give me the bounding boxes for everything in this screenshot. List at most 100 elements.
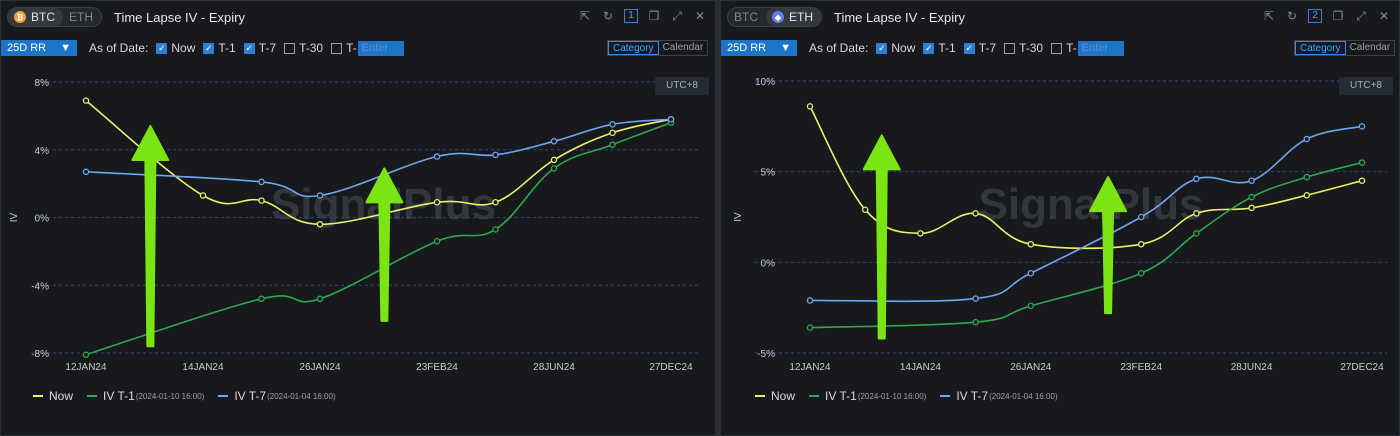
data-point-now [1358, 177, 1366, 184]
legend-item-now[interactable]: Now [755, 389, 795, 403]
unchecked-box-icon [331, 42, 343, 54]
close-icon[interactable]: ✕ [694, 9, 706, 23]
checkbox-t1[interactable]: ✓ T-1 [203, 41, 236, 55]
checkbox-t7[interactable]: ✓ T-7 [963, 41, 996, 55]
legend-item-t1[interactable]: IV T-1 (2024-01-10 16:00) [809, 389, 926, 403]
data-point-t1 [972, 318, 979, 326]
data-point-now [609, 129, 616, 137]
y-tick-label: -8% [31, 349, 49, 360]
coin-option-label: BTC [734, 10, 758, 24]
check-icon: ✓ [203, 42, 215, 54]
coin-switch[interactable]: ₿ BTC ETH [7, 7, 102, 27]
timezone-badge[interactable]: UTC+8 [655, 77, 709, 95]
share-icon[interactable]: ⇱ [1263, 9, 1275, 23]
coin-option-label: ETH [789, 10, 813, 24]
view-toggle-category[interactable]: Category [608, 41, 659, 55]
y-tick-label: -4% [31, 281, 49, 292]
panel-title: Time Lapse IV - Expiry [834, 9, 966, 25]
legend-swatch [809, 395, 820, 397]
checkbox-label: T-1 [218, 41, 236, 55]
metric-select[interactable]: 25D RR ▼ [1, 40, 77, 56]
data-point-t7 [550, 138, 558, 145]
copy-icon[interactable]: ❐ [1332, 9, 1344, 23]
data-point-t7 [316, 192, 324, 199]
data-point-t1 [316, 295, 324, 303]
checkbox-now[interactable]: ✓ Now [156, 41, 195, 55]
legend-item-t7[interactable]: IV T-7 (2024-01-04 16:00) [940, 389, 1058, 403]
data-point-t1 [550, 165, 558, 172]
data-point-t7 [82, 168, 90, 176]
filter-bar: 25D RR ▼ As of Date: ✓ Now ✓ T-1 ✓ T-7 T-30 … [1, 37, 715, 59]
refresh-icon[interactable]: ↻ [1286, 9, 1298, 23]
metric-select[interactable]: 25D RR ▼ [721, 40, 797, 56]
legend-item-t1[interactable]: IV T-1 (2024-01-10 16:00) [87, 389, 204, 403]
timezone-badge[interactable]: UTC+8 [1339, 77, 1393, 95]
expand-icon[interactable]: ⤢ [1356, 9, 1366, 23]
coin-option-btc[interactable]: BTC [728, 8, 766, 26]
legend-item-t7[interactable]: IV T-7 (2024-01-04 16:00) [218, 389, 336, 403]
panel-header: ₿ BTC ETH Time Lapse IV - Expiry [1, 1, 715, 33]
legend-date: (2024-01-04 16:00) [267, 391, 336, 401]
expand-icon[interactable]: ⤢ [672, 9, 682, 23]
iv-chart-eth: SignalPlus 10% 5% 0% -5% IV 12JAN24 14JAN24 26JA… [733, 77, 1387, 373]
coin-option-eth[interactable]: ◆ ETH [766, 8, 821, 26]
unchecked-box-icon [1004, 42, 1016, 54]
check-icon: ✓ [963, 42, 975, 54]
legend-date: (2024-01-04 16:00) [989, 391, 1058, 401]
up-arrow-annotation [131, 125, 170, 348]
data-point-now [806, 103, 814, 110]
view-toggle-category[interactable]: Category [1295, 41, 1346, 55]
data-point-t7 [1027, 269, 1035, 277]
checkbox-now[interactable]: ✓ Now [876, 41, 915, 55]
data-point-t1 [1193, 230, 1200, 237]
checkbox-custom[interactable]: T- [331, 41, 357, 55]
panel-tools: ⇱ ↻ 2 ❐ ⤢ ✕ [1262, 9, 1391, 23]
panel-number-badge[interactable]: 1 [624, 9, 638, 23]
data-point-now [258, 197, 265, 204]
data-point-t7 [1137, 213, 1145, 221]
data-point-t7 [1358, 123, 1366, 130]
coin-option-btc[interactable]: ₿ BTC [8, 8, 63, 26]
as-of-label: As of Date: [89, 41, 149, 55]
checkbox-custom[interactable]: T- [1051, 41, 1077, 55]
checkbox-t7[interactable]: ✓ T-7 [243, 41, 276, 55]
metric-select-value: 25D RR [7, 42, 47, 54]
legend-label: Now [49, 389, 74, 403]
custom-days-input[interactable]: Enter [1077, 40, 1124, 56]
y-tick-label: 0% [761, 258, 776, 269]
data-point-t1 [258, 295, 265, 303]
panel-number-badge[interactable]: 2 [1308, 9, 1322, 23]
view-toggle-calendar[interactable]: Calendar [1349, 42, 1391, 53]
panel-title: Time Lapse IV - Expiry [114, 9, 246, 25]
legend-item-now[interactable]: Now [33, 389, 73, 403]
x-tick-label: 14JAN24 [900, 362, 942, 373]
checkbox-t30[interactable]: T-30 [284, 41, 323, 55]
y-tick-label: 0% [35, 214, 50, 225]
view-toggle-calendar[interactable]: Calendar [662, 42, 704, 53]
checkbox-label: Now [891, 41, 916, 55]
panel-tools: ⇱ ↻ 1 ❐ ⤢ ✕ [578, 9, 707, 23]
coin-option-eth[interactable]: ETH [63, 8, 101, 26]
check-icon: ✓ [923, 42, 935, 54]
checkbox-label: T- [1066, 41, 1077, 55]
data-point-now [1027, 240, 1035, 248]
data-point-t1 [1248, 193, 1255, 201]
refresh-icon[interactable]: ↻ [602, 9, 614, 23]
custom-days-input[interactable]: Enter [357, 40, 404, 56]
legend-swatch [218, 395, 229, 397]
coin-switch[interactable]: BTC ◆ ETH [727, 7, 822, 27]
checkbox-t30[interactable]: T-30 [1004, 41, 1043, 55]
share-icon[interactable]: ⇱ [579, 9, 591, 23]
chart-legend: Now IV T-1 (2024-01-10 16:00) IV T-7 (2024… [33, 389, 350, 403]
panel-header: BTC ◆ ETH Time Lapse IV - Expiry [721, 1, 1399, 33]
x-tick-label: 28JUN24 [1231, 362, 1273, 373]
close-icon[interactable]: ✕ [1378, 9, 1390, 23]
x-tick-label: 23FEB24 [1120, 362, 1162, 373]
checkbox-t1[interactable]: ✓ T-1 [923, 41, 956, 55]
legend-date: (2024-01-10 16:00) [135, 391, 205, 401]
y-tick-label: 10% [755, 77, 775, 88]
copy-icon[interactable]: ❐ [648, 9, 660, 23]
legend-label: IV T-1 [103, 389, 135, 403]
x-tick-label: 23FEB24 [416, 362, 458, 373]
x-tick-label: 12JAN24 [65, 362, 107, 373]
